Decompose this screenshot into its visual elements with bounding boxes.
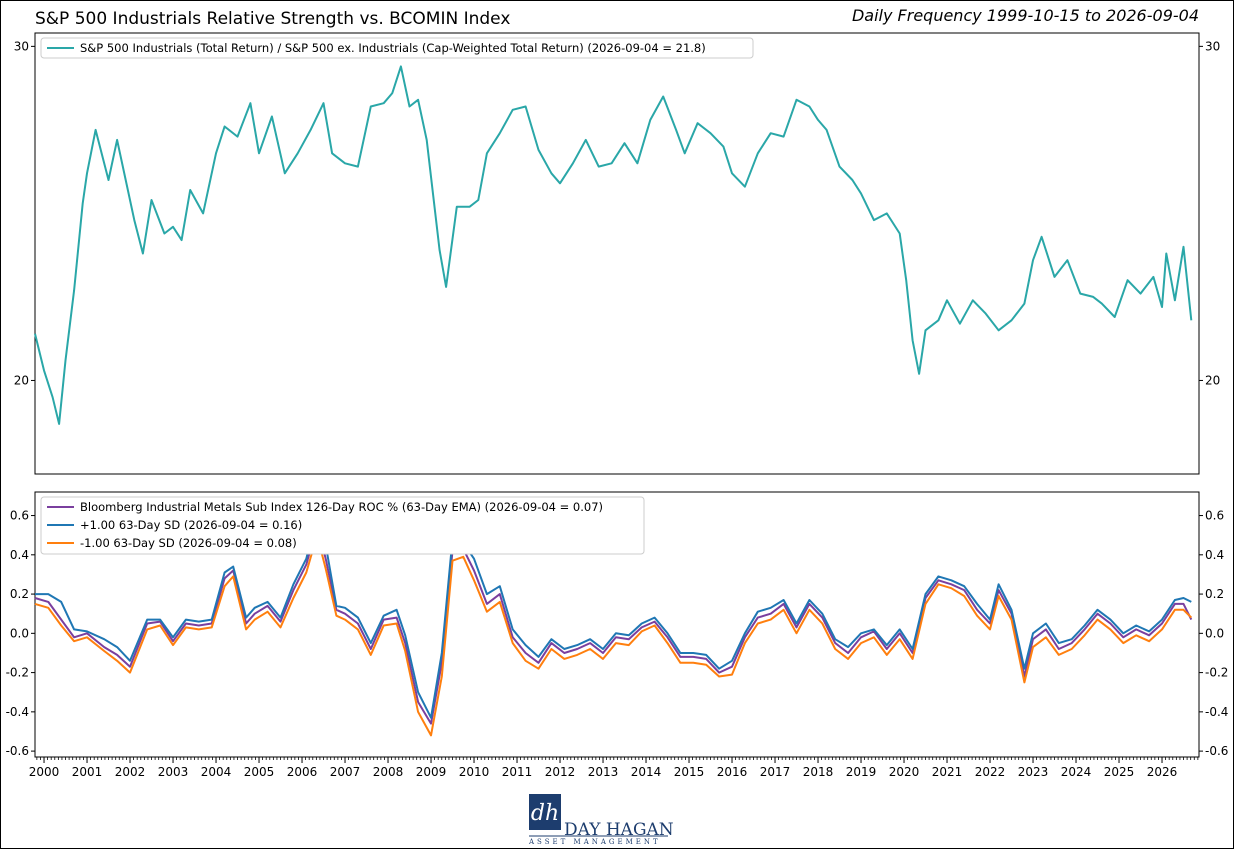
x-tick-label: 2025 xyxy=(1104,765,1135,779)
bottom-y-tick-label-left: 0.2 xyxy=(10,587,29,601)
bottom-y-tick-label-right: 0.6 xyxy=(1205,509,1224,523)
bottom-legend: Bloomberg Industrial Metals Sub Index 12… xyxy=(40,496,645,555)
x-tick-label: 2026 xyxy=(1147,765,1178,779)
x-tick-label: 2006 xyxy=(287,765,318,779)
x-tick-label: 2015 xyxy=(674,765,705,779)
bottom-plot-area xyxy=(34,514,1193,737)
series-line-relative-strength xyxy=(34,65,1193,425)
bottom-y-tick-label-left: -0.2 xyxy=(6,666,29,680)
bottom-y-tick-label-right: 0.4 xyxy=(1205,548,1224,562)
chart-subtitle: Daily Frequency 1999-10-15 to 2026-09-04 xyxy=(852,6,1199,25)
x-tick-label: 2002 xyxy=(115,765,146,779)
x-tick-label: 2008 xyxy=(373,765,404,779)
x-tick-label: 2020 xyxy=(889,765,920,779)
legend-label-roc: Bloomberg Industrial Metals Sub Index 12… xyxy=(80,500,603,514)
x-tick-label: 2012 xyxy=(545,765,576,779)
x-tick-label: 2004 xyxy=(201,765,232,779)
logo-mark xyxy=(529,794,561,830)
x-tick-label: 2022 xyxy=(975,765,1006,779)
chart-title: S&P 500 Industrials Relative Strength vs… xyxy=(35,9,510,29)
top-y-axis: 20 20 30 30 xyxy=(14,39,1221,387)
x-tick-label: 2024 xyxy=(1061,765,1092,779)
bottom-y-tick-label-left: 0.4 xyxy=(10,548,29,562)
bottom-y-tick-label-left: 0.6 xyxy=(10,509,29,523)
bottom-y-tick-label-left: -0.6 xyxy=(6,744,29,758)
bottom-y-tick-label-left: 0.0 xyxy=(10,626,29,640)
bottom-y-tick-label-left: -0.4 xyxy=(6,705,29,719)
x-tick-label: 2000 xyxy=(29,765,60,779)
top-legend: S&P 500 Industrials (Total Return) / S&P… xyxy=(40,37,754,59)
x-tick-label: 2005 xyxy=(244,765,275,779)
series-line-roc xyxy=(34,524,1193,725)
x-tick-label: 2001 xyxy=(72,765,103,779)
bottom-y-tick-label-right: -0.6 xyxy=(1205,744,1228,758)
logo-mark-letters: dh xyxy=(531,801,559,826)
x-tick-label: 2010 xyxy=(459,765,490,779)
top-y-tick-label-left: 30 xyxy=(14,39,29,53)
legend-label-relative-strength: S&P 500 Industrials (Total Return) / S&P… xyxy=(80,41,706,55)
x-tick-label: 2016 xyxy=(717,765,748,779)
x-tick-label: 2014 xyxy=(631,765,662,779)
x-tick-label: 2019 xyxy=(846,765,877,779)
bottom-y-tick-label-right: 0.0 xyxy=(1205,626,1224,640)
top-panel-axes xyxy=(34,32,1200,475)
legend-label-upper-sd: +1.00 63-Day SD (2026-09-04 = 0.16) xyxy=(80,518,302,532)
logo-name: DAY HAGAN xyxy=(564,820,674,840)
day-hagan-logo: dh DAY HAGAN ASSET MANAGEMENT xyxy=(528,794,674,846)
x-tick-label: 2013 xyxy=(588,765,619,779)
top-legend-box xyxy=(40,37,754,59)
x-tick-label: 2023 xyxy=(1018,765,1049,779)
series-line-upper-sd xyxy=(35,514,1192,719)
x-tick-label: 2011 xyxy=(502,765,533,779)
bottom-x-axis: 2000 2001 2002 2003 2004 2005 2006 2007 2008 2009… xyxy=(29,757,1199,779)
bottom-legend-box xyxy=(40,496,645,555)
x-tick-label: 2003 xyxy=(158,765,189,779)
bottom-y-tick-label-right: 0.2 xyxy=(1205,587,1224,601)
bottom-y-axis: -0.6 -0.6 -0.4 -0.4 -0.2 -0.2 0.0 0.0 0.2 0.2 0.4 0… xyxy=(6,509,1229,759)
series-line-lower-sd xyxy=(34,534,1193,737)
x-tick-label: 2009 xyxy=(416,765,447,779)
x-tick-label: 2018 xyxy=(803,765,834,779)
legend-label-lower-sd: -1.00 63-Day SD (2026-09-04 = 0.08) xyxy=(80,536,297,550)
x-tick-label: 2021 xyxy=(932,765,963,779)
top-y-tick-label-right: 20 xyxy=(1205,373,1220,387)
top-plot-area xyxy=(34,65,1193,425)
bottom-y-tick-label-right: -0.2 xyxy=(1205,666,1228,680)
logo-tagline: ASSET MANAGEMENT xyxy=(528,838,661,846)
x-tick-label: 2007 xyxy=(330,765,361,779)
top-y-tick-label-right: 30 xyxy=(1205,39,1220,53)
bottom-y-tick-label-right: -0.4 xyxy=(1205,705,1228,719)
x-tick-label: 2017 xyxy=(760,765,791,779)
top-y-tick-label-left: 20 xyxy=(14,373,29,387)
